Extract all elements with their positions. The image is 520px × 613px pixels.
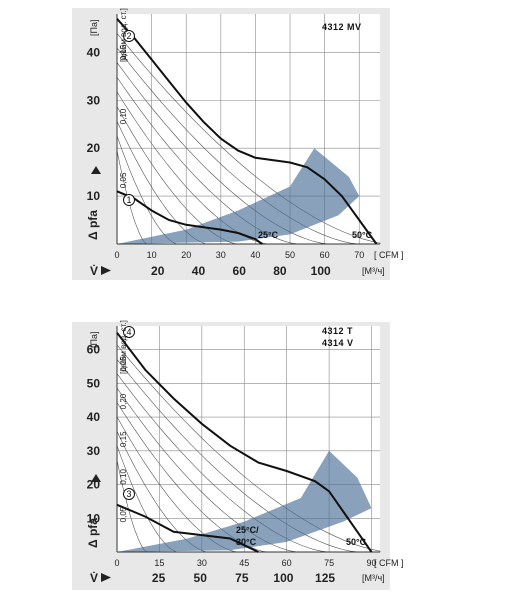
- series-marker-1: [123, 194, 135, 206]
- temperature-label: 30°C: [236, 537, 257, 547]
- y-axis-title: Δ pfa: [86, 210, 100, 240]
- y-axis-arrow: [91, 474, 101, 482]
- cfm-unit-label: [ CFM ]: [374, 250, 404, 260]
- y-tick-label: 50: [87, 376, 101, 390]
- y-axis-title: Δ pfa: [86, 518, 100, 548]
- cfm-tick-label: 0: [114, 558, 119, 568]
- cfm-tick-label: 60: [282, 558, 292, 568]
- m3h-tick-label: 50: [194, 571, 208, 585]
- y-axis-arrow: [91, 166, 101, 174]
- cfm-tick-label: 75: [324, 558, 334, 568]
- temperature-label: 50°C: [346, 537, 367, 547]
- y2-tick-label: 0,20: [119, 393, 128, 409]
- cfm-tick-label: 70: [354, 250, 364, 260]
- model-subtitle: 4314 V: [322, 338, 354, 348]
- temperature-label: 50°C: [352, 230, 373, 240]
- m3h-unit-label: [M³/ч]: [362, 573, 385, 583]
- y2-tick-label: 0,15: [119, 431, 128, 447]
- y-tick-label: 60: [87, 343, 101, 357]
- y2-tick-label: 0,10: [119, 469, 128, 485]
- m3h-tick-label: 125: [315, 571, 335, 585]
- series-line-3: [116, 503, 259, 553]
- series-label-2: 2: [126, 31, 131, 41]
- y2-tick-label: 0,15: [119, 44, 128, 60]
- resistance-curve: [116, 359, 360, 553]
- y-tick-label: 10: [87, 511, 101, 525]
- y2-tick-label: 0,10: [119, 108, 128, 124]
- x-axis-title: V̇: [90, 263, 98, 278]
- cfm-tick-label: 10: [147, 250, 157, 260]
- m3h-tick-label: 60: [233, 264, 247, 278]
- y-unit-label: [Па]: [89, 20, 99, 36]
- y2-tick-label: 0,25: [119, 356, 128, 372]
- y2-unit-label: [дюйм вод. ст.]: [119, 8, 128, 62]
- resistance-curve: [116, 460, 148, 553]
- series-marker-3: [123, 488, 135, 500]
- y-tick-label: 40: [87, 45, 101, 59]
- m3h-tick-label: 25: [152, 571, 166, 585]
- model-title: 4312 T: [322, 326, 353, 336]
- resistance-curve: [116, 47, 360, 245]
- m3h-tick-label: 100: [273, 571, 293, 585]
- temperature-label: 25°C: [258, 230, 279, 240]
- y-tick-label: 30: [87, 93, 101, 107]
- y-tick-label: 10: [87, 189, 101, 203]
- cfm-tick-label: 30: [197, 558, 207, 568]
- m3h-tick-label: 20: [151, 264, 165, 278]
- cfm-unit-label: [ CFM ]: [374, 558, 404, 568]
- cfm-tick-label: 60: [320, 250, 330, 260]
- operating-range-area: [117, 450, 372, 552]
- x-axis-arrow: [101, 266, 111, 275]
- m3h-tick-label: 40: [192, 264, 206, 278]
- series-marker-2: [123, 30, 135, 42]
- y-tick-label: 40: [87, 410, 101, 424]
- fan-chart-top: 2 1 10 20 30 40 [Па] Δ pfa [дюйм вод. ст.] 0,05 0,…: [72, 8, 404, 280]
- cfm-tick-label: 20: [181, 250, 191, 260]
- m3h-unit-label: [M³/ч]: [362, 266, 385, 276]
- resistance-curve: [116, 33, 381, 244]
- series-line-2: [116, 18, 378, 245]
- cfm-tick-label: 15: [154, 558, 164, 568]
- cfm-tick-label: 0: [114, 250, 119, 260]
- series-line-4: [116, 332, 373, 553]
- resistance-curve: [116, 62, 329, 245]
- series-label-3: 3: [126, 489, 131, 499]
- y2-unit-label: [дюйм вод. ст.]: [119, 320, 128, 374]
- x-axis-title: V̇: [90, 570, 98, 585]
- model-title: 4312 MV: [322, 22, 362, 32]
- m3h-tick-label: 75: [235, 571, 249, 585]
- resistance-curve: [116, 150, 148, 245]
- m3h-tick-label: 80: [273, 264, 287, 278]
- series-line-1: [116, 190, 263, 245]
- temperature-label: 25°C/: [236, 525, 259, 535]
- y-unit-label: [Па]: [89, 332, 99, 348]
- series-marker-4: [123, 326, 135, 338]
- y2-tick-label: 0,05: [119, 172, 128, 188]
- cfm-tick-label: 90: [367, 558, 377, 568]
- cfm-tick-label: 30: [216, 250, 226, 260]
- series-label-4: 4: [126, 327, 131, 337]
- m3h-tick-label: 100: [311, 264, 331, 278]
- cfm-tick-label: 50: [285, 250, 295, 260]
- y-tick-label: 20: [87, 141, 101, 155]
- cfm-tick-label: 45: [239, 558, 249, 568]
- y2-tick-label: 0,05: [119, 506, 128, 522]
- cfm-tick-label: 40: [250, 250, 260, 260]
- resistance-curve: [116, 373, 329, 553]
- operating-range-area: [117, 148, 360, 244]
- resistance-curve: [116, 344, 381, 552]
- y-tick-label: 30: [87, 444, 101, 458]
- series-label-1: 1: [126, 195, 131, 205]
- x-axis-arrow: [101, 573, 111, 582]
